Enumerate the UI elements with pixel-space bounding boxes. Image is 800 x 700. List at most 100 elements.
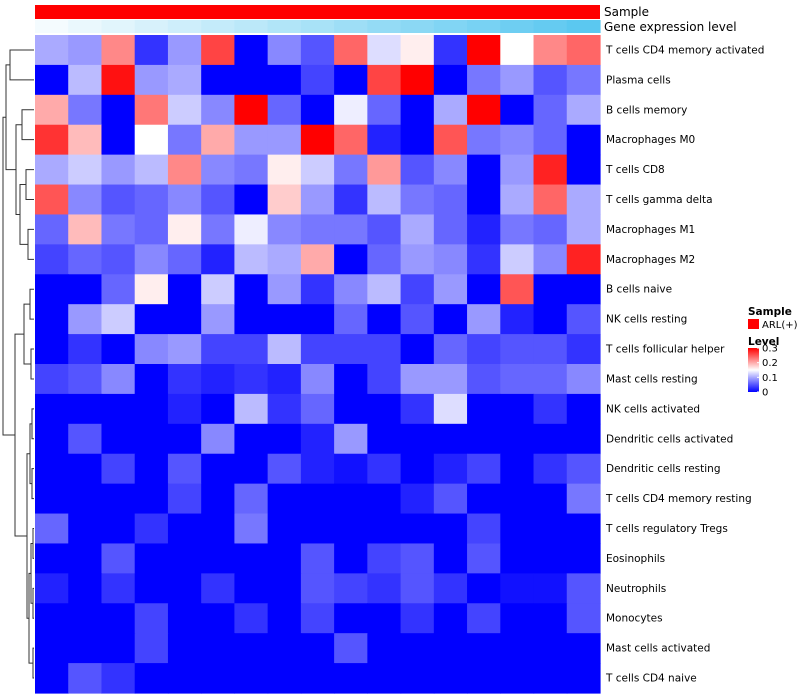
dendrogram-branch [25,169,34,200]
dendrogram-branch [29,288,34,320]
heatmap-cell [234,633,269,664]
row-label: Dendritic cells resting [606,463,721,475]
row-label: T cells follicular helper [605,344,725,356]
heatmap-cell [334,94,368,126]
heatmap-cell [234,214,269,245]
heatmap-cell [467,64,501,96]
heatmap-cell [367,35,402,66]
dendrogram-branch [21,109,34,141]
row-label: B cells naive [606,284,672,296]
heatmap-cell [334,244,368,275]
heatmap-cell [400,244,435,275]
heatmap-cell [500,244,535,275]
heatmap-cell [167,423,202,455]
heatmap-cell [167,154,202,186]
heatmap-cell [68,633,103,664]
heatmap-cell [201,364,236,395]
heatmap-cell [500,154,535,186]
heatmap-cell [334,184,368,216]
heatmap-cell [467,274,501,305]
heatmap-cell [300,184,335,216]
expression-track-cell [367,20,402,33]
heatmap-cell [68,513,103,545]
heatmap-cell [234,453,269,485]
heatmap-cell [334,513,368,545]
heatmap-cell [334,483,368,515]
heatmap-cell [134,64,169,96]
heatmap-cell [68,184,103,216]
legend-level-tick-label: 0.2 [762,358,778,369]
dendrogram-branch [32,587,34,619]
heatmap-cell [433,244,468,275]
heatmap-cell [300,393,335,425]
heatmap-cell [334,573,368,604]
row-label: Eosinophils [606,553,665,565]
heatmap-cell [400,453,435,485]
row-label: Neutrophils [606,583,666,595]
heatmap-cell [134,573,169,604]
heatmap-cell [400,633,435,664]
heatmap-cell [334,64,368,96]
heatmap-cell [101,124,136,156]
heatmap-cell [367,663,402,694]
heatmap-cell [433,35,468,66]
dendrogram-branch [15,124,22,215]
heatmap-cell [433,393,468,425]
heatmap-cell [267,423,302,455]
heatmap-cell [134,663,169,694]
heatmap-cell [167,214,202,245]
heatmap-cell [566,423,601,455]
heatmap-cell [201,603,236,634]
heatmap-cell [367,124,402,156]
legend-level-tick-label: 0.3 [762,344,778,355]
heatmap-cell [101,633,136,664]
heatmap-cell [467,304,501,335]
legend-level-tick-label: 0.1 [762,373,778,384]
heatmap-cell [467,513,501,545]
heatmap-cell [433,364,468,395]
heatmap-cell [566,453,601,485]
heatmap-cell [134,154,169,186]
heatmap-cell [566,513,601,545]
heatmap-cell [566,543,601,574]
heatmap-cell [201,184,236,216]
heatmap-cell [300,423,335,455]
heatmap-cell [167,64,202,96]
heatmap-cell [533,244,568,275]
heatmap-cell [533,513,568,545]
heatmap-cell [101,453,136,485]
row-label: Mast cells resting [606,373,698,385]
heatmap-cell [533,334,568,365]
heatmap-cell [400,483,435,515]
heatmap-cell [400,364,435,395]
row-label: T cells regulatory Tregs [605,523,728,535]
heatmap-cell [35,64,69,96]
heatmap-cell [500,513,535,545]
heatmap-cell [134,453,169,485]
heatmap-cell [334,364,368,395]
heatmap-cell [201,94,236,126]
heatmap-cell [234,423,269,455]
heatmap-cell [400,184,435,216]
row-label: T cells CD8 [605,164,665,176]
heatmap-cell [467,543,501,574]
heatmap-cell [300,124,335,156]
heatmap-cell [101,663,136,694]
heatmap-cell [533,603,568,634]
dendrogram-branch [5,64,16,171]
heatmap-cell [167,573,202,604]
heatmap-cell [35,543,69,574]
heatmap-cell [367,304,402,335]
heatmap-cell [167,663,202,694]
heatmap-cell [467,603,501,634]
heatmap-cell [35,453,69,485]
heatmap-cell [267,663,302,694]
heatmap-cell [566,663,601,694]
heatmap-cell [334,124,368,156]
expression-track-cell [267,20,302,33]
heatmap-cell [201,393,236,425]
heatmap-cell [400,573,435,604]
heatmap-cell [467,453,501,485]
heatmap-cell [566,393,601,425]
expression-track-cell [35,20,69,33]
